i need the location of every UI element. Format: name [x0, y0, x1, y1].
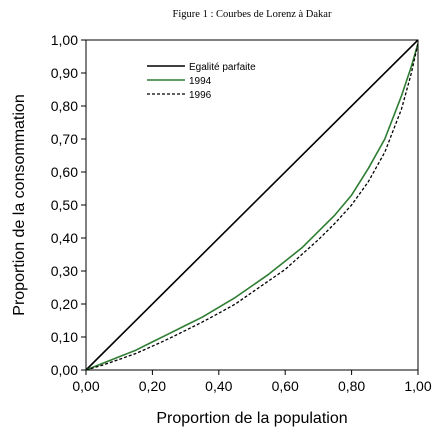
legend-label-0: Egalité parfaite — [189, 62, 256, 73]
x-tick-label: 0,00 — [72, 378, 99, 394]
y-tick-label: 0,00 — [51, 362, 78, 378]
legend-label-1: 1994 — [189, 76, 212, 87]
series-line-0 — [85, 39, 419, 371]
y-tick-label: 0,80 — [51, 98, 78, 114]
y-tick-label: 1,00 — [51, 32, 78, 48]
y-tick-label: 0,20 — [51, 296, 78, 312]
y-tick-label: 0,10 — [51, 329, 78, 345]
legend-label-2: 1996 — [189, 90, 212, 101]
x-tick-label: 0,80 — [338, 378, 365, 394]
x-tick-label: 0,60 — [272, 378, 299, 394]
chart-title: Figure 1 : Courbes de Lorenz à Dakar — [173, 9, 332, 20]
y-axis-ticks: 0,00 0,10 0,20 0,30 0,40 0,50 0,60 0,70 0,80 0,90… — [51, 32, 86, 378]
y-tick-label: 0,90 — [51, 65, 78, 81]
legend: Egalité parfaite 1994 1996 — [147, 62, 256, 101]
x-tick-label: 0,40 — [205, 378, 232, 394]
y-axis-label: Proportion de la consommation — [11, 94, 28, 315]
series-layer — [85, 39, 419, 371]
x-tick-label: 1,00 — [404, 378, 431, 394]
series-line-1 — [85, 43, 419, 371]
x-tick-label: 0,20 — [139, 378, 166, 394]
y-tick-label: 0,70 — [51, 131, 78, 147]
x-axis-label: Proportion de la population — [156, 410, 347, 427]
y-tick-label: 0,60 — [51, 164, 78, 180]
series-line-2 — [85, 43, 419, 371]
y-tick-label: 0,40 — [51, 230, 78, 246]
y-tick-label: 0,30 — [51, 263, 78, 279]
x-axis-ticks: 0,00 0,20 0,40 0,60 0,80 1,00 — [72, 370, 432, 394]
y-tick-label: 0,50 — [51, 197, 78, 213]
